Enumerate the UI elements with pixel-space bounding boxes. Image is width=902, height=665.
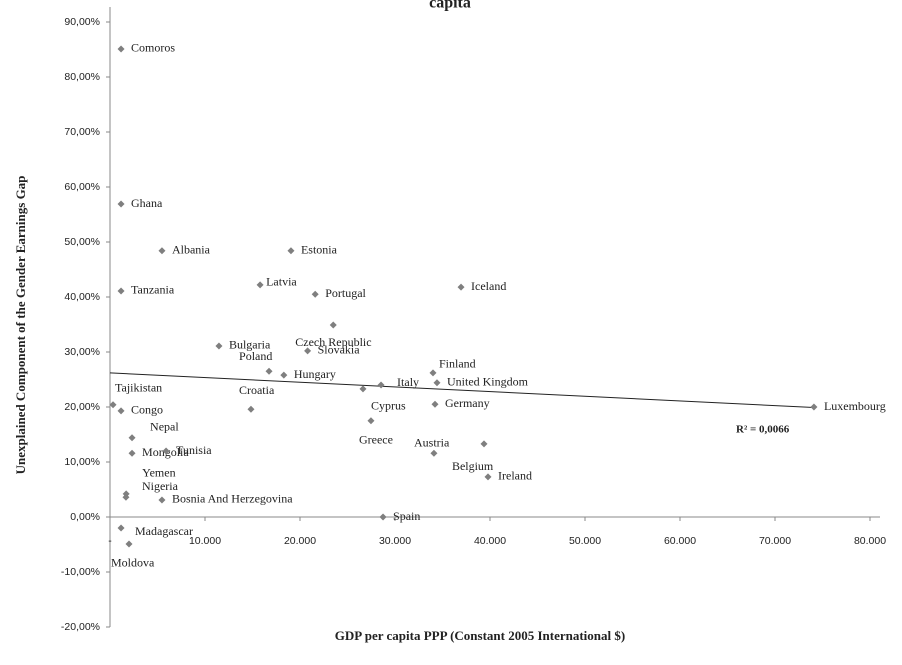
point <box>480 440 488 448</box>
point-label: Austria <box>414 436 450 450</box>
point <box>256 281 264 289</box>
point <box>265 367 273 375</box>
point <box>280 371 288 379</box>
x-tick-label: 40.000 <box>474 535 506 547</box>
trendline <box>109 372 814 409</box>
point-label: United Kingdom <box>447 375 529 389</box>
point-label: Tunisia <box>176 443 212 457</box>
point <box>128 449 136 457</box>
point-label: Congo <box>131 403 163 417</box>
point <box>431 400 439 408</box>
point <box>457 283 465 291</box>
x-tick-label: 70.000 <box>759 535 791 547</box>
y-tick-label: -20,00% <box>61 621 100 633</box>
point-label: Moldova <box>111 556 155 570</box>
point-label: Tanzania <box>131 283 175 297</box>
point <box>162 447 170 455</box>
point-label: Belgium <box>452 459 494 473</box>
y-tick-label: 70,00% <box>64 126 100 138</box>
y-tick-label: 10,00% <box>64 456 100 468</box>
point-label: Bulgaria <box>229 338 271 352</box>
point-label: Greece <box>359 433 393 447</box>
chart-title: capita <box>429 0 471 12</box>
point-label: Nigeria <box>142 479 179 493</box>
x-tick-label: 60.000 <box>664 535 696 547</box>
point-label: Nepal <box>150 420 179 434</box>
point <box>359 385 367 393</box>
point <box>158 247 166 255</box>
point <box>117 45 125 53</box>
point <box>377 381 385 389</box>
point <box>117 200 125 208</box>
x-tick-label: - <box>108 535 112 547</box>
y-axis-title: Unexplained Component of the Gender Earn… <box>13 176 28 475</box>
x-tick-label: 50.000 <box>569 535 601 547</box>
point <box>379 513 387 521</box>
point-label: Luxembourg <box>824 399 886 413</box>
point-label: Yemen <box>142 466 175 480</box>
point <box>117 407 125 415</box>
point <box>128 434 136 442</box>
point-label: Ghana <box>131 196 163 210</box>
point <box>122 493 130 501</box>
point <box>367 417 375 425</box>
point <box>429 369 437 377</box>
point <box>311 290 319 298</box>
x-tick-label: 10.000 <box>189 535 221 547</box>
point <box>329 321 337 329</box>
point <box>433 379 441 387</box>
point-label: Cyprus <box>371 399 406 413</box>
r-squared: R² = 0,0066 <box>736 424 790 436</box>
point <box>158 496 166 504</box>
point-label: Albania <box>172 243 211 257</box>
point <box>430 449 438 457</box>
point-label: Tajikistan <box>115 381 162 395</box>
point-label: Finland <box>439 357 476 371</box>
y-tick-label: 80,00% <box>64 71 100 83</box>
point-label: Croatia <box>239 383 275 397</box>
point-label: Ireland <box>498 469 532 483</box>
point <box>117 524 125 532</box>
y-tick-label: 0,00% <box>70 511 100 523</box>
point <box>304 347 312 355</box>
point <box>109 401 117 409</box>
point-label: Czech Republic <box>295 335 371 349</box>
y-tick-label: 90,00% <box>64 16 100 28</box>
point-label: Italy <box>397 375 419 389</box>
point <box>125 540 133 548</box>
y-tick-label: 50,00% <box>64 236 100 248</box>
point <box>247 405 255 413</box>
point-label: Slovakia <box>318 343 361 357</box>
point <box>287 247 295 255</box>
point-label: Germany <box>445 396 490 410</box>
y-tick-label: 40,00% <box>64 291 100 303</box>
point-label: Iceland <box>471 279 506 293</box>
point-label: Comoros <box>131 41 175 55</box>
point <box>484 473 492 481</box>
point-label: Madagascar <box>135 524 193 538</box>
y-tick-label: 30,00% <box>64 346 100 358</box>
point-label: Estonia <box>301 243 338 257</box>
x-tick-label: 20.000 <box>284 535 316 547</box>
x-axis-title: GDP per capita PPP (Constant 2005 Intern… <box>335 628 625 643</box>
point-label: Portugal <box>325 286 366 300</box>
y-tick-label: 20,00% <box>64 401 100 413</box>
point <box>215 342 223 350</box>
y-tick-label: -10,00% <box>61 566 100 578</box>
y-tick-label: 60,00% <box>64 181 100 193</box>
point-label: Spain <box>393 509 420 523</box>
point <box>810 403 818 411</box>
point-label: Poland <box>239 349 272 363</box>
point-label: Bosnia And Herzegovina <box>172 492 293 506</box>
x-tick-label: 30.000 <box>379 535 411 547</box>
x-tick-label: 80.000 <box>854 535 886 547</box>
point-label: Hungary <box>294 367 336 381</box>
point-label: Latvia <box>266 275 297 289</box>
point <box>117 287 125 295</box>
